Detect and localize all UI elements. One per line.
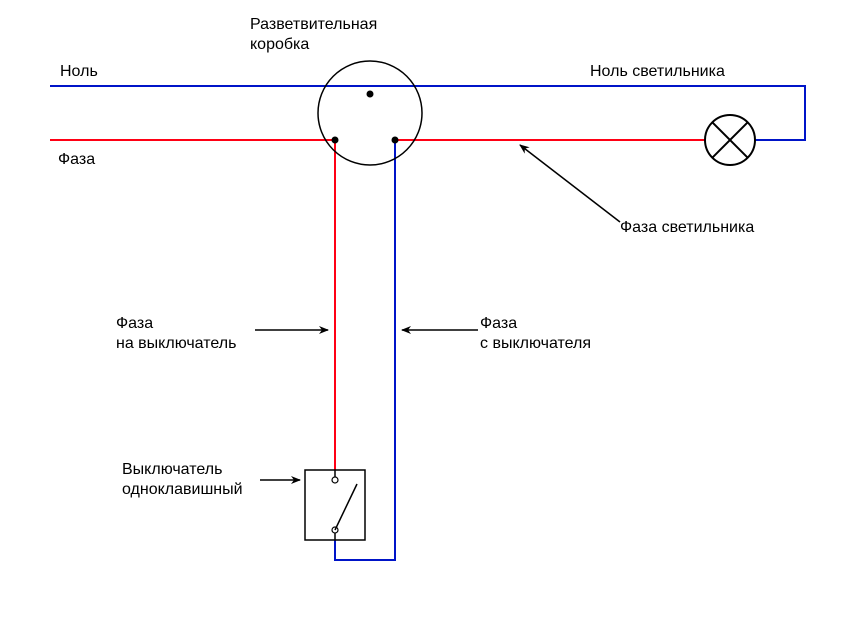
label-null-lamp: Ноль светильника: [590, 62, 725, 82]
label-junction-box: Разветвительная коробка: [250, 15, 377, 55]
label-switch: Выключатель одноклавишный: [122, 460, 243, 500]
label-phase-lamp: Фаза светильника: [620, 218, 754, 238]
label-phase-from-switch: Фаза с выключателя: [480, 314, 591, 354]
diagram-container: Разветвительная коробка Ноль Фаза Ноль с…: [0, 0, 856, 642]
label-phase-in: Фаза: [58, 150, 95, 170]
label-null-in: Ноль: [60, 62, 98, 82]
label-phase-to-switch: Фаза на выключатель: [116, 314, 236, 354]
